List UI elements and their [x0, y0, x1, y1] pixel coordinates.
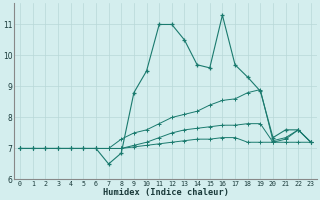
X-axis label: Humidex (Indice chaleur): Humidex (Indice chaleur) [102, 188, 228, 197]
